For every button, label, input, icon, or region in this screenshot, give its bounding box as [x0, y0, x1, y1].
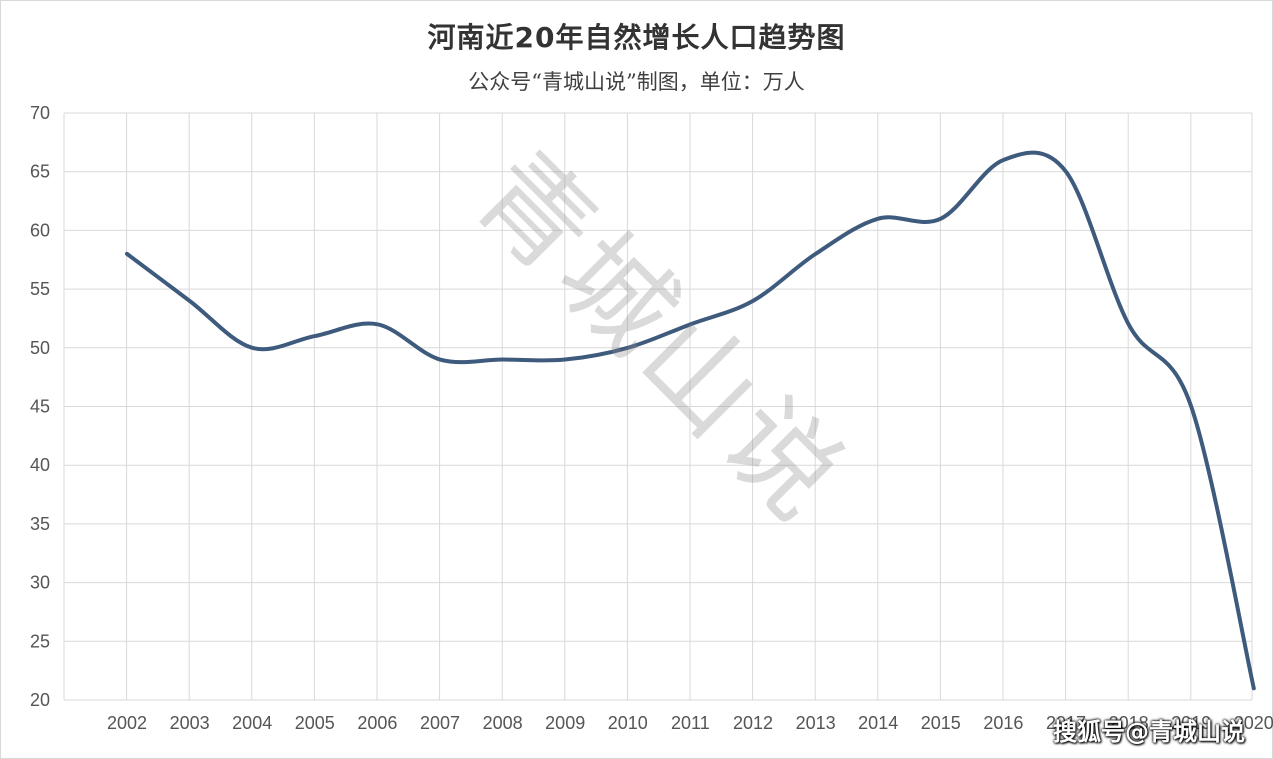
x-tick-label: 2006 [357, 713, 397, 733]
x-tick-label: 2014 [858, 713, 898, 733]
x-tick-label: 2011 [671, 713, 710, 733]
series-group [125, 150, 1256, 691]
x-tick-label: 2015 [921, 713, 961, 733]
x-tick-label: 2012 [733, 713, 773, 733]
y-tick-label: 35 [30, 514, 50, 534]
source-watermark: 搜狐号@青城山说 [1053, 718, 1245, 746]
chart-title: 河南近20年自然增长人口趋势图 [427, 21, 846, 54]
y-tick-label: 30 [30, 573, 50, 593]
x-tick-label: 2017 [1046, 713, 1086, 733]
chart-subtitle: 公众号“青城山说”制图，单位：万人 [468, 70, 805, 94]
y-tick-label: 25 [30, 631, 50, 651]
x-tick-label: 2007 [420, 713, 460, 733]
series-line [125, 150, 1256, 691]
x-tick-label: 2013 [796, 713, 836, 733]
x-axis-ticks: 2002 2003 2004 2005 2006 2007 2008 2009 2010 2011… [107, 713, 1273, 733]
y-tick-label: 55 [30, 279, 50, 299]
y-axis-ticks: 20 25 30 35 40 45 50 55 60 65 70 [30, 103, 50, 710]
x-tick-label: 2018 [1109, 713, 1149, 733]
x-tick-label: 2003 [170, 713, 210, 733]
x-tick-label: 2020 [1234, 713, 1273, 733]
y-tick-label: 65 [30, 162, 50, 182]
y-tick-label: 40 [30, 455, 50, 475]
x-tick-label: 2010 [608, 713, 648, 733]
x-tick-label: 2009 [545, 713, 585, 733]
x-tick-label: 2002 [107, 713, 147, 733]
y-tick-label: 70 [30, 103, 50, 123]
y-tick-label: 50 [30, 338, 50, 358]
gridlines [63, 112, 1253, 701]
x-tick-label: 2008 [483, 713, 523, 733]
x-tick-label: 2004 [232, 713, 272, 733]
x-tick-label: 2005 [295, 713, 335, 733]
x-tick-label: 2016 [983, 713, 1023, 733]
y-tick-label: 20 [30, 690, 50, 710]
x-tick-label: 2019 [1171, 713, 1211, 733]
y-tick-label: 60 [30, 220, 50, 240]
y-tick-label: 45 [30, 397, 50, 417]
